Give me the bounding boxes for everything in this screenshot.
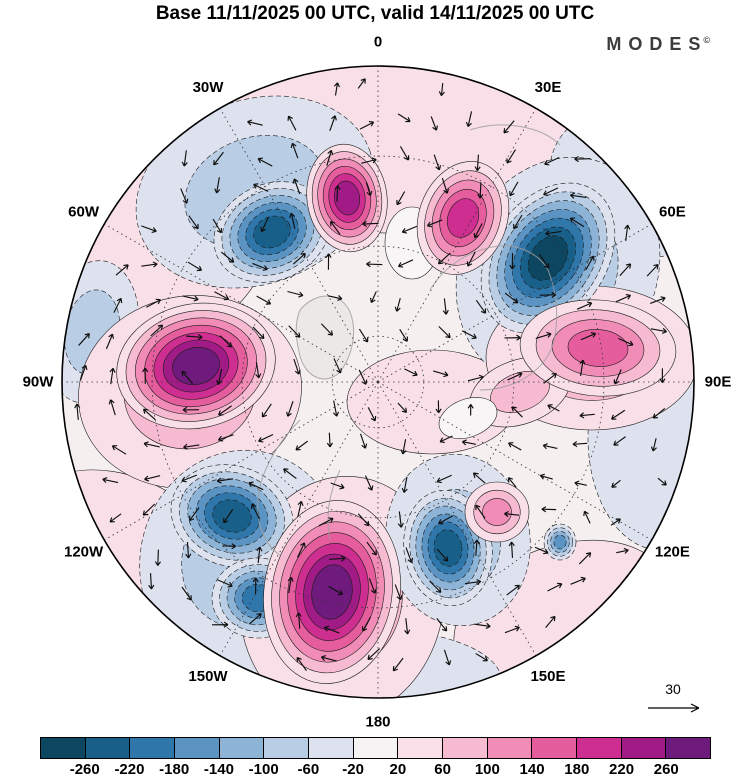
reference-arrow-label: 30 bbox=[665, 681, 681, 697]
longitude-label: 150W bbox=[188, 668, 228, 685]
colorbar-cell bbox=[219, 738, 265, 758]
colorbar-tick-label: -60 bbox=[297, 761, 320, 778]
longitude-label: 60W bbox=[68, 204, 100, 221]
longitude-label: 90E bbox=[705, 374, 732, 391]
longitude-label: 30E bbox=[535, 79, 562, 96]
colorbar-cell bbox=[487, 738, 533, 758]
colorbar-tick-label: -20 bbox=[342, 761, 364, 778]
chart-title: Base 11/11/2025 00 UTC, valid 14/11/2025… bbox=[155, 3, 595, 24]
colorbar-cell bbox=[621, 738, 667, 758]
colorbar-tick-label: -260 bbox=[69, 761, 100, 778]
reference-arrow bbox=[648, 703, 700, 713]
colorbar-cells bbox=[40, 737, 711, 759]
colorbar-tick-label: 180 bbox=[564, 761, 590, 778]
longitude-label: 120W bbox=[64, 544, 104, 561]
colorbar-tick-label: 20 bbox=[389, 761, 407, 778]
colorbar-tick-label: 100 bbox=[474, 761, 500, 778]
modes-logo-text: MODES bbox=[606, 34, 708, 54]
modes-logo-sup: © bbox=[703, 35, 710, 45]
modes-logo: MODES© bbox=[606, 34, 710, 55]
colorbar-cell bbox=[353, 738, 399, 758]
colorbar-cell bbox=[264, 738, 310, 758]
colorbar-cell bbox=[130, 738, 176, 758]
polar-map: 0 30E 60E 90E 120E 150E 180 150W 120W 90W 60W 30W 30 bbox=[23, 34, 732, 731]
colorbar: -260 -220 -180 -140 -100 -60 -20 20 60 100 140 180 2… bbox=[40, 737, 711, 779]
colorbar-cell bbox=[41, 738, 86, 758]
wind-arrows bbox=[74, 78, 667, 672]
colorbar-cell bbox=[309, 738, 354, 758]
longitude-label: 120E bbox=[655, 544, 690, 561]
colorbar-cell bbox=[175, 738, 220, 758]
colorbar-cell bbox=[85, 738, 131, 758]
colorbar-tick-label: 260 bbox=[653, 761, 679, 778]
colorbar-cell bbox=[443, 738, 488, 758]
longitude-label: 150E bbox=[530, 668, 565, 685]
colorbar-labels: -260 -220 -180 -140 -100 -60 -20 20 60 100 140 180 2… bbox=[40, 759, 711, 779]
longitude-label: 0 bbox=[374, 34, 382, 51]
longitude-label: 30W bbox=[193, 79, 225, 96]
longitude-label: 180 bbox=[365, 714, 390, 731]
colorbar-cell bbox=[532, 738, 578, 758]
colorbar-tick-label: -180 bbox=[159, 761, 190, 778]
colorbar-tick-label: 220 bbox=[609, 761, 635, 778]
longitude-label: 90W bbox=[23, 374, 55, 391]
colorbar-tick-label: -100 bbox=[248, 761, 279, 778]
colorbar-cell bbox=[398, 738, 444, 758]
colorbar-cell bbox=[666, 738, 711, 758]
colorbar-tick-label: -140 bbox=[203, 761, 234, 778]
colorbar-tick-label: 60 bbox=[434, 761, 451, 778]
colorbar-tick-label: -220 bbox=[114, 761, 145, 778]
colorbar-tick-label: 140 bbox=[519, 761, 545, 778]
map-contour-field bbox=[62, 66, 694, 698]
colorbar-cell bbox=[577, 738, 622, 758]
longitude-label: 60E bbox=[659, 204, 686, 221]
